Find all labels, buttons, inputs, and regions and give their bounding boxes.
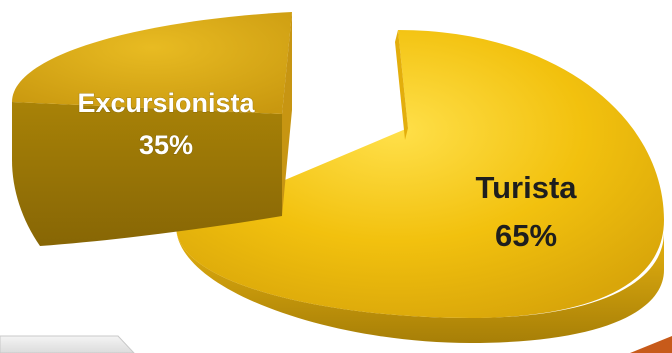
slice-excursionista-top — [12, 12, 292, 114]
corner-accent — [630, 336, 672, 353]
bottom-card — [0, 335, 135, 353]
slice-turista — [176, 30, 664, 343]
label-turista-value: 65% — [495, 218, 557, 253]
label-turista-name: Turista — [475, 170, 577, 205]
slice-turista-top — [176, 30, 664, 318]
label-excursionista-value: 35% — [139, 130, 193, 160]
slice-turista-side — [176, 226, 664, 343]
slice-excursionista-front — [12, 102, 282, 246]
slice-excursionista — [12, 12, 292, 246]
label-excursionista-name: Excursionista — [77, 88, 255, 118]
slice-turista-cut — [395, 30, 408, 140]
slice-excursionista-edge — [282, 12, 292, 216]
